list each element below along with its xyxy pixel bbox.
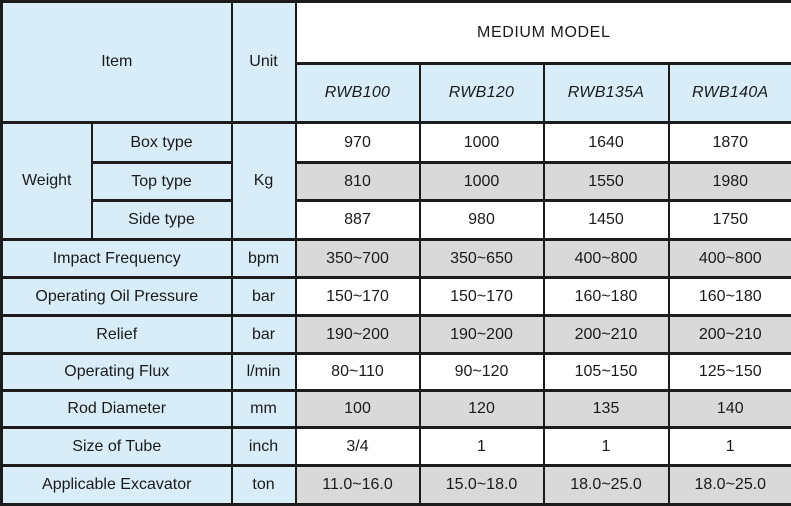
cell-value: 190~200 (420, 316, 544, 354)
cell-value: 970 (296, 123, 420, 163)
cell-value: 1980 (669, 163, 791, 201)
cell-value: 120 (420, 391, 544, 428)
unit-header: Unit (232, 2, 296, 123)
cell-value: 18.0~25.0 (669, 466, 791, 505)
row-label: Impact Frequency (2, 240, 232, 278)
cell-value: 160~180 (669, 278, 791, 316)
row-unit: l/min (232, 354, 296, 391)
cell-value: 90~120 (420, 354, 544, 391)
weight-unit: Kg (232, 123, 296, 240)
weight-box-label: Box type (92, 123, 232, 163)
weight-side-label: Side type (92, 201, 232, 240)
cell-value: 200~210 (544, 316, 669, 354)
cell-value: 11.0~16.0 (296, 466, 420, 505)
table-row-weight-top: Top type 810 1000 1550 1980 (2, 163, 791, 201)
cell-value: 1000 (420, 123, 544, 163)
cell-value: 135 (544, 391, 669, 428)
cell-value: 1450 (544, 201, 669, 240)
table-row-relief: Relief bar 190~200 190~200 200~210 200~2… (2, 316, 791, 354)
cell-value: 1640 (544, 123, 669, 163)
cell-value: 1550 (544, 163, 669, 201)
cell-value: 140 (669, 391, 791, 428)
cell-value: 150~170 (420, 278, 544, 316)
cell-value: 350~650 (420, 240, 544, 278)
cell-value: 150~170 (296, 278, 420, 316)
model-header-rwb120: RWB120 (420, 64, 544, 123)
row-label: Relief (2, 316, 232, 354)
weight-group-label: Weight (2, 123, 92, 240)
model-header-rwb135a: RWB135A (544, 64, 669, 123)
cell-value: 1 (544, 428, 669, 466)
cell-value: 1750 (669, 201, 791, 240)
cell-value: 400~800 (544, 240, 669, 278)
model-header-rwb100: RWB100 (296, 64, 420, 123)
row-unit: bpm (232, 240, 296, 278)
item-header: Item (2, 2, 232, 123)
cell-value: 18.0~25.0 (544, 466, 669, 505)
weight-top-label: Top type (92, 163, 232, 201)
row-label: Operating Flux (2, 354, 232, 391)
row-unit: ton (232, 466, 296, 505)
cell-value: 400~800 (669, 240, 791, 278)
cell-value: 160~180 (544, 278, 669, 316)
table-row-weight-box: Weight Box type Kg 970 1000 1640 1870 (2, 123, 791, 163)
cell-value: 200~210 (669, 316, 791, 354)
cell-value: 350~700 (296, 240, 420, 278)
row-label: Rod Diameter (2, 391, 232, 428)
cell-value: 887 (296, 201, 420, 240)
table-row-operating-flux: Operating Flux l/min 80~110 90~120 105~1… (2, 354, 791, 391)
cell-value: 100 (296, 391, 420, 428)
cell-value: 125~150 (669, 354, 791, 391)
cell-value: 1870 (669, 123, 791, 163)
table-row-rod-diameter: Rod Diameter mm 100 120 135 140 (2, 391, 791, 428)
row-unit: mm (232, 391, 296, 428)
cell-value: 810 (296, 163, 420, 201)
row-unit: inch (232, 428, 296, 466)
table-row-impact-frequency: Impact Frequency bpm 350~700 350~650 400… (2, 240, 791, 278)
cell-value: 1 (669, 428, 791, 466)
cell-value: 1 (420, 428, 544, 466)
cell-value: 80~110 (296, 354, 420, 391)
cell-value: 1000 (420, 163, 544, 201)
table-row-operating-oil-pressure: Operating Oil Pressure bar 150~170 150~1… (2, 278, 791, 316)
row-label: Size of Tube (2, 428, 232, 466)
cell-value: 105~150 (544, 354, 669, 391)
row-label: Applicable Excavator (2, 466, 232, 505)
row-label: Operating Oil Pressure (2, 278, 232, 316)
header-row-group: Item Unit MEDIUM MODEL (2, 2, 791, 64)
medium-model-header: MEDIUM MODEL (296, 2, 791, 64)
cell-value: 190~200 (296, 316, 420, 354)
model-header-rwb140a: RWB140A (669, 64, 791, 123)
row-unit: bar (232, 316, 296, 354)
cell-value: 15.0~18.0 (420, 466, 544, 505)
table-row-size-of-tube: Size of Tube inch 3/4 1 1 1 (2, 428, 791, 466)
table-row-weight-side: Side type 887 980 1450 1750 (2, 201, 791, 240)
table-row-applicable-excavator: Applicable Excavator ton 11.0~16.0 15.0~… (2, 466, 791, 505)
cell-value: 3/4 (296, 428, 420, 466)
row-unit: bar (232, 278, 296, 316)
cell-value: 980 (420, 201, 544, 240)
